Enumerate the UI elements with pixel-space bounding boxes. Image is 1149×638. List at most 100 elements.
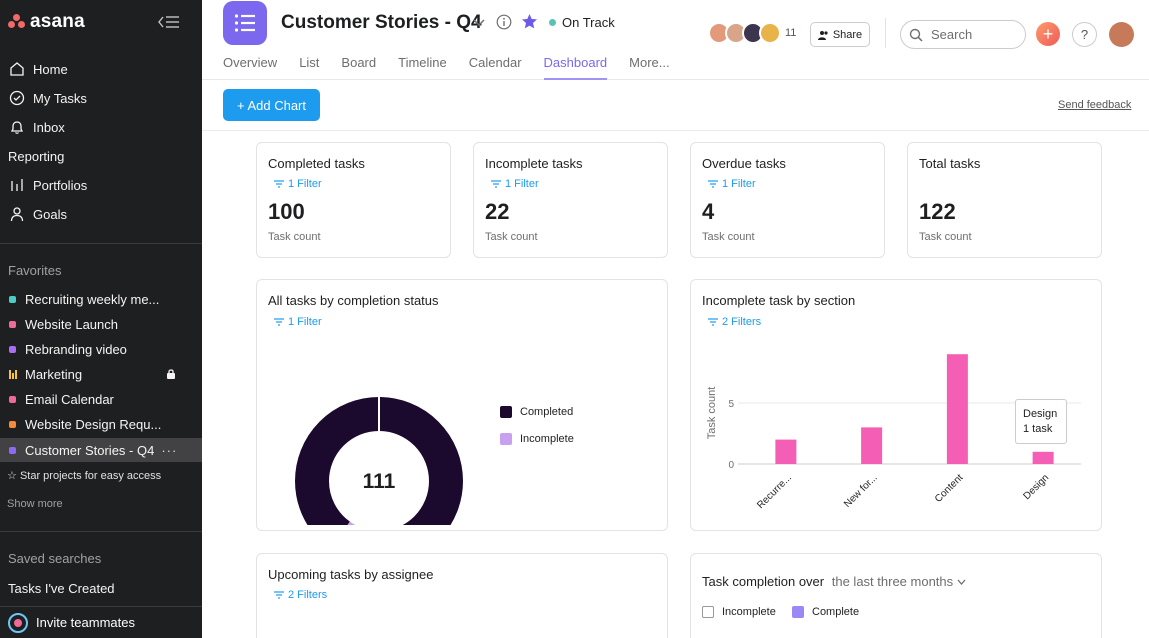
nav-my-tasks[interactable]: My Tasks (0, 85, 202, 111)
range-label: the last three months (831, 574, 954, 589)
range-dropdown[interactable]: the last three months (832, 574, 966, 589)
project-list-icon[interactable] (223, 1, 267, 45)
project-header: Customer Stories - Q4 On Track 11 Share … (202, 0, 1149, 80)
question-icon: ? (1080, 27, 1089, 42)
donut-chart-card[interactable]: All tasks by completion status 1 Filter … (256, 279, 668, 531)
stat-sub: Task count (919, 231, 972, 243)
stat-title: Overdue tasks (702, 156, 786, 171)
nav-home[interactable]: Home (0, 56, 202, 82)
sidebar-divider (0, 243, 202, 244)
nav-portfolios[interactable]: Portfolios (0, 172, 202, 198)
tab-board[interactable]: Board (341, 55, 377, 70)
favorites-label[interactable]: Favorites (8, 263, 62, 278)
filter-link[interactable]: 1 Filter (491, 178, 539, 190)
stat-card-overdue[interactable]: Overdue tasks 1 Filter 4 Task count (690, 142, 885, 258)
search-input[interactable]: Search (900, 20, 1026, 49)
favorite-item[interactable]: Marketing (0, 362, 202, 386)
share-button[interactable]: Share (810, 22, 870, 47)
bar[interactable] (946, 354, 968, 464)
tab-timeline[interactable]: Timeline (398, 55, 447, 70)
bar[interactable] (1032, 451, 1054, 464)
star-projects-hint: ☆ Star projects for easy access (7, 469, 161, 482)
legend-label: Incomplete (722, 606, 776, 618)
filter-label: 1 Filter (722, 178, 756, 190)
tooltip-title: Design (1023, 408, 1058, 420)
status-label: On Track (562, 15, 615, 30)
favorite-item-active[interactable]: Customer Stories - Q4 ··· (0, 438, 202, 462)
project-status[interactable]: On Track (549, 15, 615, 30)
filter-link[interactable]: 1 Filter (708, 178, 756, 190)
filter-link[interactable]: 2 Filters (274, 589, 327, 601)
tab-overview[interactable]: Overview (223, 55, 278, 70)
member-avatars[interactable]: 11 (708, 22, 796, 44)
nav-home-label: Home (33, 61, 68, 77)
favorite-item[interactable]: Website Design Requ... (0, 412, 202, 436)
reporting-label[interactable]: Reporting (8, 149, 65, 164)
project-color-icon (9, 420, 16, 428)
chevron-down-icon[interactable] (472, 15, 486, 29)
bar-chart-icon (8, 177, 25, 194)
bar-chart-card[interactable]: Incomplete task by section 2 Filters Rec… (690, 279, 1102, 531)
quick-add-button[interactable]: + (1036, 22, 1060, 46)
saved-searches-label[interactable]: Saved searches (8, 551, 102, 566)
filter-icon (708, 180, 718, 188)
project-color-icon (9, 345, 16, 353)
legend-swatch (500, 433, 512, 445)
task-completion-card[interactable]: Task completion over the last three mont… (690, 553, 1102, 638)
filter-label: 1 Filter (288, 178, 322, 190)
legend-item-incomplete[interactable]: Incomplete (500, 433, 574, 445)
saved-search-item[interactable]: Tasks I've Created (8, 581, 115, 596)
star-hint-text: Star projects for easy access (19, 470, 162, 482)
status-dot-icon (549, 19, 556, 26)
collapse-sidebar-icon[interactable] (157, 13, 181, 31)
help-button[interactable]: ? (1072, 22, 1097, 47)
upcoming-tasks-card[interactable]: Upcoming tasks by assignee 2 Filters (256, 553, 668, 638)
favorite-label: Marketing (25, 366, 83, 382)
y-tick-label: 0 (728, 460, 734, 471)
filter-link[interactable]: 1 Filter (274, 178, 322, 190)
filter-link[interactable]: 1 Filter (274, 316, 322, 328)
favorite-label: Customer Stories - Q4 (25, 442, 155, 458)
stat-card-completed[interactable]: Completed tasks 1 Filter 100 Task count (256, 142, 451, 258)
invite-teammates-button[interactable]: Invite teammates (0, 606, 202, 638)
asana-logo[interactable]: asana (8, 11, 85, 32)
header-divider (885, 18, 886, 48)
x-tick-label: Content (933, 472, 966, 505)
legend-item-complete[interactable]: Complete (792, 606, 859, 618)
legend-item-incomplete[interactable]: Incomplete (702, 606, 776, 618)
info-icon[interactable] (496, 14, 512, 30)
stat-card-total[interactable]: Total tasks 122 Task count (907, 142, 1102, 258)
favorite-item[interactable]: Recruiting weekly me... (0, 287, 202, 311)
logo-text: asana (30, 11, 85, 32)
star-icon[interactable] (521, 13, 538, 30)
nav-goals[interactable]: Goals (0, 201, 202, 227)
stat-card-incomplete[interactable]: Incomplete tasks 1 Filter 22 Task count (473, 142, 668, 258)
bar[interactable] (775, 439, 797, 464)
add-chart-button[interactable]: + Add Chart (223, 89, 320, 121)
legend-swatch (500, 406, 512, 418)
tab-calendar[interactable]: Calendar (468, 55, 522, 70)
favorite-item[interactable]: Website Launch (0, 312, 202, 336)
sidebar: asana Home My Tasks Inbox Reporting Port… (0, 0, 202, 638)
tooltip-value: 1 task (1023, 423, 1053, 435)
filter-icon (274, 180, 284, 188)
tab-list[interactable]: List (299, 55, 320, 70)
user-avatar[interactable] (1109, 22, 1134, 47)
more-options-icon[interactable]: ··· (161, 442, 178, 458)
legend-item-completed[interactable]: Completed (500, 406, 573, 418)
filter-link[interactable]: 2 Filters (708, 316, 761, 328)
member-count: 11 (785, 27, 797, 39)
filter-label: 1 Filter (288, 316, 322, 328)
stat-value: 100 (268, 199, 305, 224)
stat-title: Total tasks (919, 156, 981, 171)
search-icon (909, 28, 923, 42)
legend-label: Completed (520, 406, 574, 418)
send-feedback-link[interactable]: Send feedback (1058, 99, 1132, 111)
favorite-item[interactable]: Rebranding video (0, 337, 202, 361)
favorite-item[interactable]: Email Calendar (0, 387, 202, 411)
bar[interactable] (861, 427, 883, 464)
show-more-link[interactable]: Show more (7, 498, 63, 510)
nav-inbox[interactable]: Inbox (0, 114, 202, 140)
tab-dashboard[interactable]: Dashboard (543, 55, 608, 80)
tab-more[interactable]: More... (629, 55, 670, 70)
